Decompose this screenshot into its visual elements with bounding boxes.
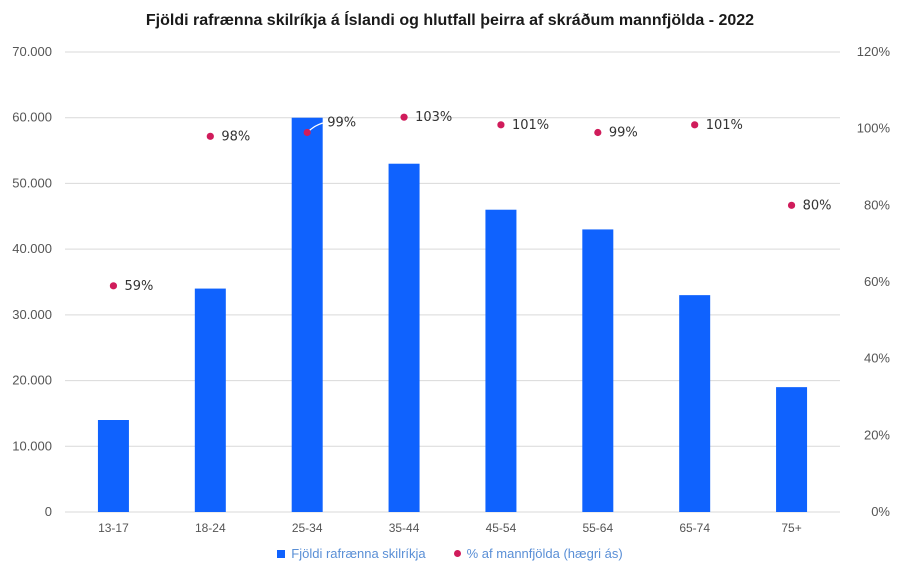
percent-label: 59% — [124, 279, 153, 294]
legend-dot-swatch — [453, 550, 461, 557]
percent-dot-18-24 — [206, 132, 214, 140]
y-tick-label: 50.000 — [12, 175, 52, 190]
percent-dot-55-64 — [594, 128, 602, 137]
y-tick-label: 20.000 — [12, 373, 52, 388]
y2-tick-label: 60% — [864, 274, 890, 289]
x-tick-label: 45-54 — [486, 521, 517, 535]
percent-dot-35-44 — [400, 113, 408, 121]
percent-label: 103% — [415, 110, 452, 125]
percent-dot-13-17 — [109, 282, 118, 290]
bar-13-17 — [97, 420, 129, 512]
bar-18-24 — [194, 288, 226, 512]
bar-35-44 — [388, 163, 420, 512]
y-tick-label: 60.000 — [12, 110, 52, 125]
y2-tick-label: 80% — [864, 197, 890, 212]
percent-dot-25-34 — [303, 128, 311, 137]
x-tick-label: 55-64 — [582, 521, 613, 535]
bar-45-54 — [485, 209, 517, 512]
x-tick-label: 75+ — [781, 521, 801, 535]
bar-55-64 — [582, 229, 614, 512]
percent-label: 99% — [609, 126, 638, 141]
bar-65-74 — [679, 295, 711, 512]
percent-dot-45-54 — [497, 121, 505, 129]
percent-label: 98% — [221, 129, 250, 144]
y-tick-label: 40.000 — [12, 241, 52, 256]
legend-bar-swatch — [277, 549, 286, 558]
y2-tick-label: 100% — [857, 121, 891, 136]
legend-label-bars: Fjöldi rafrænna skilríkja — [291, 546, 426, 561]
x-tick-label: 65-74 — [679, 521, 710, 535]
y-tick-label: 10.000 — [12, 438, 52, 453]
y-tick-label: 30.000 — [12, 307, 52, 322]
y2-tick-label: 40% — [864, 351, 890, 366]
percent-label: 80% — [803, 198, 832, 213]
y2-tick-label: 120% — [857, 44, 891, 59]
percent-label: 101% — [512, 118, 549, 133]
x-tick-label: 18-24 — [195, 521, 226, 535]
y-tick-label: 0 — [45, 504, 52, 519]
y-tick-label: 70.000 — [12, 44, 52, 59]
percent-dot-75+ — [787, 201, 796, 209]
y2-tick-label: 20% — [864, 427, 890, 442]
chart-legend: Fjöldi rafrænna skilríkja % af mannfjöld… — [0, 546, 900, 561]
percent-label: 99% — [327, 116, 356, 131]
legend-item-bars: Fjöldi rafrænna skilríkja — [277, 546, 426, 561]
x-tick-label: 25-34 — [292, 521, 323, 535]
x-tick-label: 13-17 — [98, 521, 129, 535]
x-tick-label: 35-44 — [389, 521, 420, 535]
bar-75+ — [776, 387, 808, 512]
percent-dot-65-74 — [691, 121, 699, 129]
legend-label-percent: % af mannfjölda (hægri ás) — [466, 546, 623, 561]
percent-label: 101% — [706, 118, 743, 133]
legend-item-percent: % af mannfjölda (hægri ás) — [453, 546, 623, 561]
y2-tick-label: 0% — [871, 504, 890, 519]
bar-25-34 — [291, 117, 323, 512]
chart-title: Fjöldi rafrænna skilríkja á Íslandi og h… — [145, 12, 755, 29]
